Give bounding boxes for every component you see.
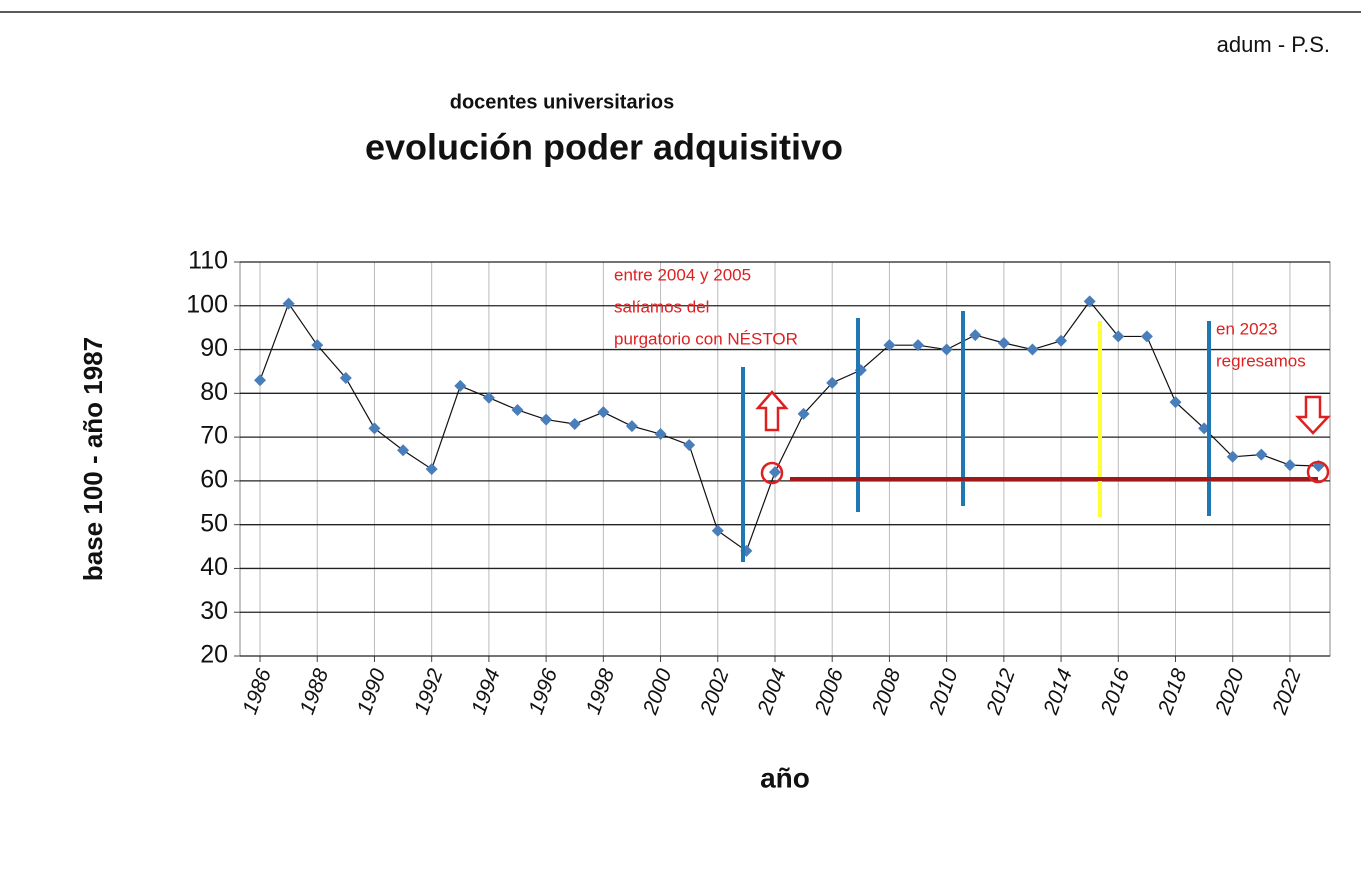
up-arrow	[755, 390, 789, 432]
data-point	[368, 422, 381, 435]
plot: 1986 1988 1990 1992 1994 1996 1998 2000 2002 2004…	[186, 247, 1331, 718]
chart-title: evolución poder adquisitivo	[365, 127, 843, 168]
plot-area	[239, 261, 1331, 657]
data-point	[711, 524, 724, 537]
y-tick-label: 80	[200, 378, 228, 406]
annotation: regresamos	[1216, 351, 1306, 370]
y-tick-label: 30	[200, 597, 228, 625]
x-axis-label: año	[760, 762, 810, 793]
data-point	[625, 420, 638, 433]
data-point	[1140, 330, 1153, 343]
data-point	[768, 466, 781, 479]
annotation: en 2023	[1216, 319, 1277, 338]
data-point	[969, 329, 982, 342]
y-tick-label: 70	[200, 422, 228, 450]
annotation: entre 2004 y 2005	[614, 265, 751, 284]
data-point	[425, 463, 438, 476]
y-tick-label: 50	[200, 509, 228, 537]
overlay-shapes	[741, 311, 1331, 562]
data-point	[997, 336, 1010, 349]
data-point	[597, 406, 610, 419]
y-tick-label: 100	[186, 290, 228, 318]
data-point	[540, 413, 553, 426]
data-point	[254, 374, 267, 387]
data-point	[797, 407, 810, 420]
y-axis-label: base 100 - año 1987	[78, 337, 108, 581]
data-point	[940, 343, 953, 356]
data-point	[568, 417, 581, 430]
data-point	[1112, 330, 1125, 343]
data-point	[1169, 396, 1182, 409]
y-tick-label: 90	[200, 334, 228, 362]
data-point	[1055, 334, 1068, 347]
data-point	[282, 297, 295, 310]
subtitle: docentes universitarios	[450, 91, 675, 113]
y-tick-label: 20	[200, 641, 228, 669]
data-point	[826, 376, 839, 389]
data-point	[683, 438, 696, 451]
data-point	[1255, 448, 1268, 461]
annotation: salíamos del	[614, 297, 709, 316]
data-point	[654, 428, 667, 441]
data-point	[1026, 343, 1039, 356]
data-point	[1083, 295, 1096, 308]
data-point	[339, 372, 352, 385]
annotations: entre 2004 y 2005 salíamos del purgatorio …	[614, 265, 1306, 370]
highlight-circle	[760, 461, 784, 485]
data-point	[311, 339, 324, 352]
y-tick-label: 110	[188, 247, 228, 275]
data-point	[883, 339, 896, 352]
y-tick-label: 60	[200, 465, 228, 493]
data-point	[482, 391, 495, 404]
highlight-circle	[1306, 460, 1330, 484]
data-point	[511, 403, 524, 416]
data-point	[397, 444, 410, 457]
data-point	[1283, 459, 1296, 472]
y-tick-label: 40	[200, 553, 228, 581]
data-point	[1226, 450, 1239, 463]
data-point	[454, 379, 467, 392]
annotation: purgatorio con NÉSTOR	[614, 329, 798, 348]
source-note: adum - P.S.	[1217, 32, 1330, 57]
data-point	[912, 339, 925, 352]
down-arrow	[1295, 395, 1331, 435]
